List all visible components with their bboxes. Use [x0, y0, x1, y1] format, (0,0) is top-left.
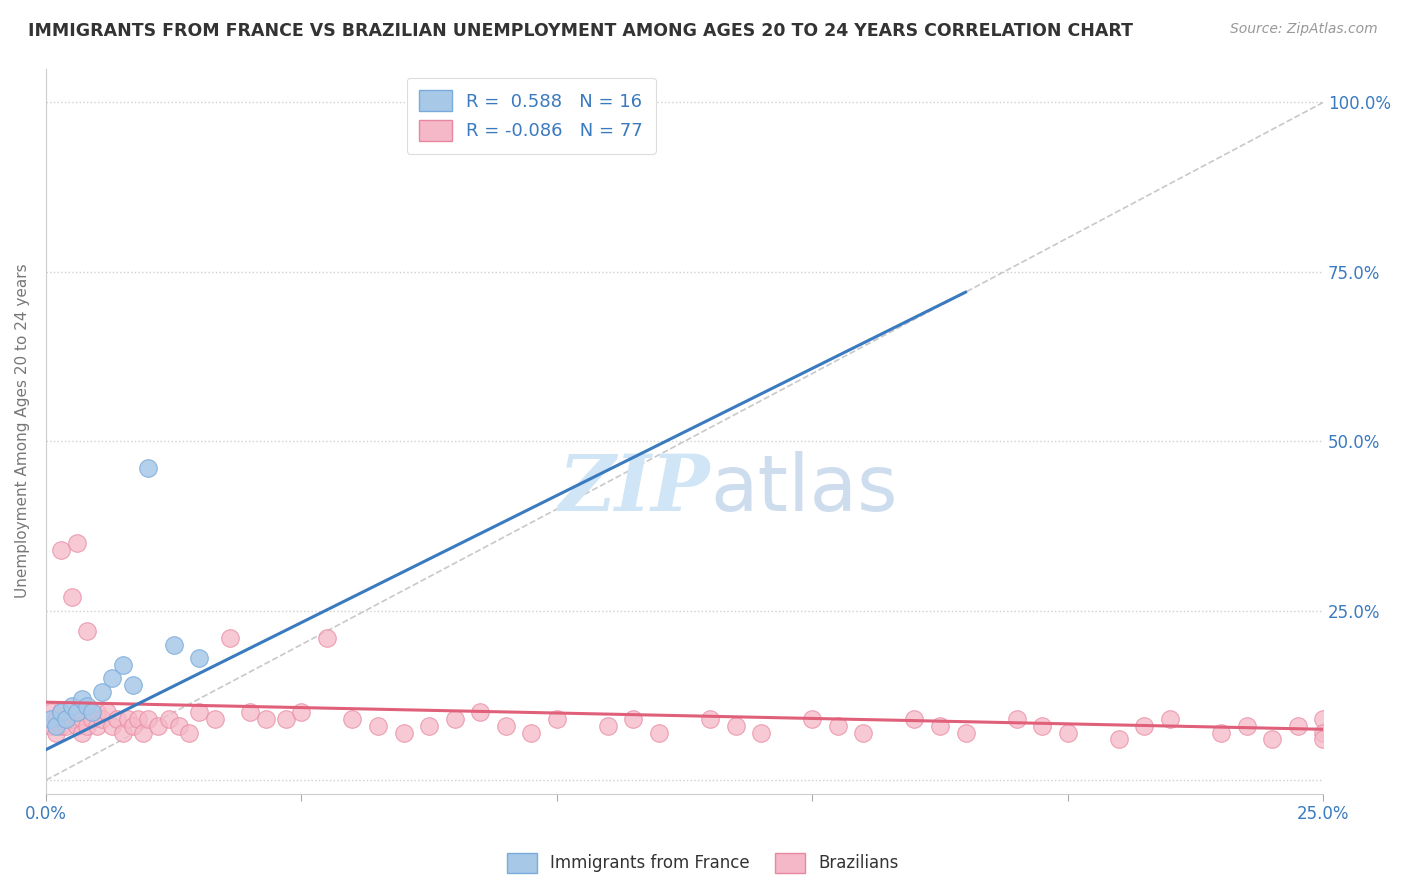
- Point: [955, 725, 977, 739]
- Point: [111, 657, 134, 672]
- Point: [51, 706, 73, 720]
- Y-axis label: Unemployment Among Ages 20 to 24 years: Unemployment Among Ages 20 to 24 years: [15, 264, 30, 599]
- Point: [342, 712, 364, 726]
- Point: [827, 719, 849, 733]
- Point: [101, 719, 124, 733]
- Point: [903, 712, 925, 726]
- Point: [91, 712, 114, 726]
- Point: [520, 725, 543, 739]
- Point: [1312, 732, 1334, 747]
- Point: [39, 712, 62, 726]
- Point: [274, 712, 297, 726]
- Point: [1108, 732, 1130, 747]
- Point: [70, 725, 93, 739]
- Point: [111, 725, 134, 739]
- Text: Source: ZipAtlas.com: Source: ZipAtlas.com: [1230, 22, 1378, 37]
- Point: [1005, 712, 1028, 726]
- Point: [418, 719, 440, 733]
- Legend: Immigrants from France, Brazilians: Immigrants from France, Brazilians: [501, 847, 905, 880]
- Point: [648, 725, 671, 739]
- Text: atlas: atlas: [710, 451, 897, 527]
- Point: [443, 712, 465, 726]
- Text: ZIP: ZIP: [558, 450, 710, 527]
- Point: [55, 712, 77, 726]
- Point: [60, 712, 83, 726]
- Point: [132, 725, 155, 739]
- Point: [1236, 719, 1258, 733]
- Point: [1056, 725, 1078, 739]
- Point: [39, 719, 62, 733]
- Text: IMMIGRANTS FROM FRANCE VS BRAZILIAN UNEMPLOYMENT AMONG AGES 20 TO 24 YEARS CORRE: IMMIGRANTS FROM FRANCE VS BRAZILIAN UNEM…: [28, 22, 1133, 40]
- Point: [121, 678, 143, 692]
- Point: [70, 712, 93, 726]
- Point: [1312, 725, 1334, 739]
- Point: [254, 712, 277, 726]
- Point: [45, 712, 67, 726]
- Point: [1209, 725, 1232, 739]
- Point: [136, 461, 159, 475]
- Point: [1312, 712, 1334, 726]
- Point: [45, 719, 67, 733]
- Point: [39, 706, 62, 720]
- Point: [60, 590, 83, 604]
- Point: [86, 719, 108, 733]
- Point: [1286, 719, 1309, 733]
- Point: [470, 706, 492, 720]
- Point: [76, 698, 98, 713]
- Point: [596, 719, 619, 733]
- Point: [55, 719, 77, 733]
- Point: [65, 536, 87, 550]
- Point: [86, 706, 108, 720]
- Point: [1261, 732, 1284, 747]
- Point: [219, 631, 242, 645]
- Point: [1159, 712, 1181, 726]
- Point: [121, 719, 143, 733]
- Point: [51, 706, 73, 720]
- Point: [80, 712, 103, 726]
- Point: [495, 719, 517, 733]
- Point: [724, 719, 747, 733]
- Point: [76, 624, 98, 638]
- Point: [852, 725, 875, 739]
- Point: [107, 712, 129, 726]
- Point: [367, 719, 389, 733]
- Point: [546, 712, 568, 726]
- Point: [65, 706, 87, 720]
- Point: [65, 719, 87, 733]
- Point: [1031, 719, 1053, 733]
- Point: [623, 712, 645, 726]
- Point: [96, 706, 118, 720]
- Point: [316, 631, 339, 645]
- Point: [929, 719, 952, 733]
- Point: [45, 725, 67, 739]
- Point: [1133, 719, 1156, 733]
- Point: [136, 712, 159, 726]
- Point: [239, 706, 262, 720]
- Point: [163, 638, 186, 652]
- Point: [117, 712, 139, 726]
- Point: [70, 691, 93, 706]
- Legend: R =  0.588   N = 16, R = -0.086   N = 77: R = 0.588 N = 16, R = -0.086 N = 77: [406, 78, 655, 153]
- Point: [91, 685, 114, 699]
- Point: [60, 698, 83, 713]
- Point: [749, 725, 772, 739]
- Point: [76, 719, 98, 733]
- Point: [188, 706, 211, 720]
- Point: [80, 706, 103, 720]
- Point: [148, 719, 170, 733]
- Point: [177, 725, 200, 739]
- Point: [801, 712, 824, 726]
- Point: [101, 672, 124, 686]
- Point: [127, 712, 149, 726]
- Point: [699, 712, 721, 726]
- Point: [204, 712, 226, 726]
- Point: [55, 712, 77, 726]
- Point: [51, 542, 73, 557]
- Point: [188, 651, 211, 665]
- Point: [167, 719, 190, 733]
- Point: [392, 725, 415, 739]
- Point: [157, 712, 180, 726]
- Point: [51, 719, 73, 733]
- Point: [290, 706, 312, 720]
